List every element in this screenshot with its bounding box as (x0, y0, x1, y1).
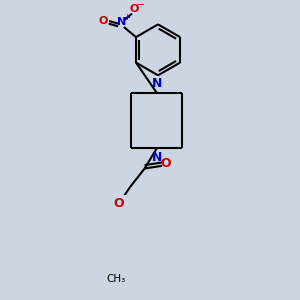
Text: CH₃: CH₃ (107, 274, 126, 284)
Text: N: N (117, 17, 126, 27)
Text: N: N (152, 77, 162, 90)
Text: O: O (98, 16, 108, 26)
Text: O: O (161, 157, 171, 170)
Text: N: N (152, 151, 162, 164)
Text: +: + (123, 13, 130, 22)
Text: O: O (113, 197, 124, 210)
Text: −: − (137, 0, 146, 10)
Text: O: O (130, 4, 139, 14)
